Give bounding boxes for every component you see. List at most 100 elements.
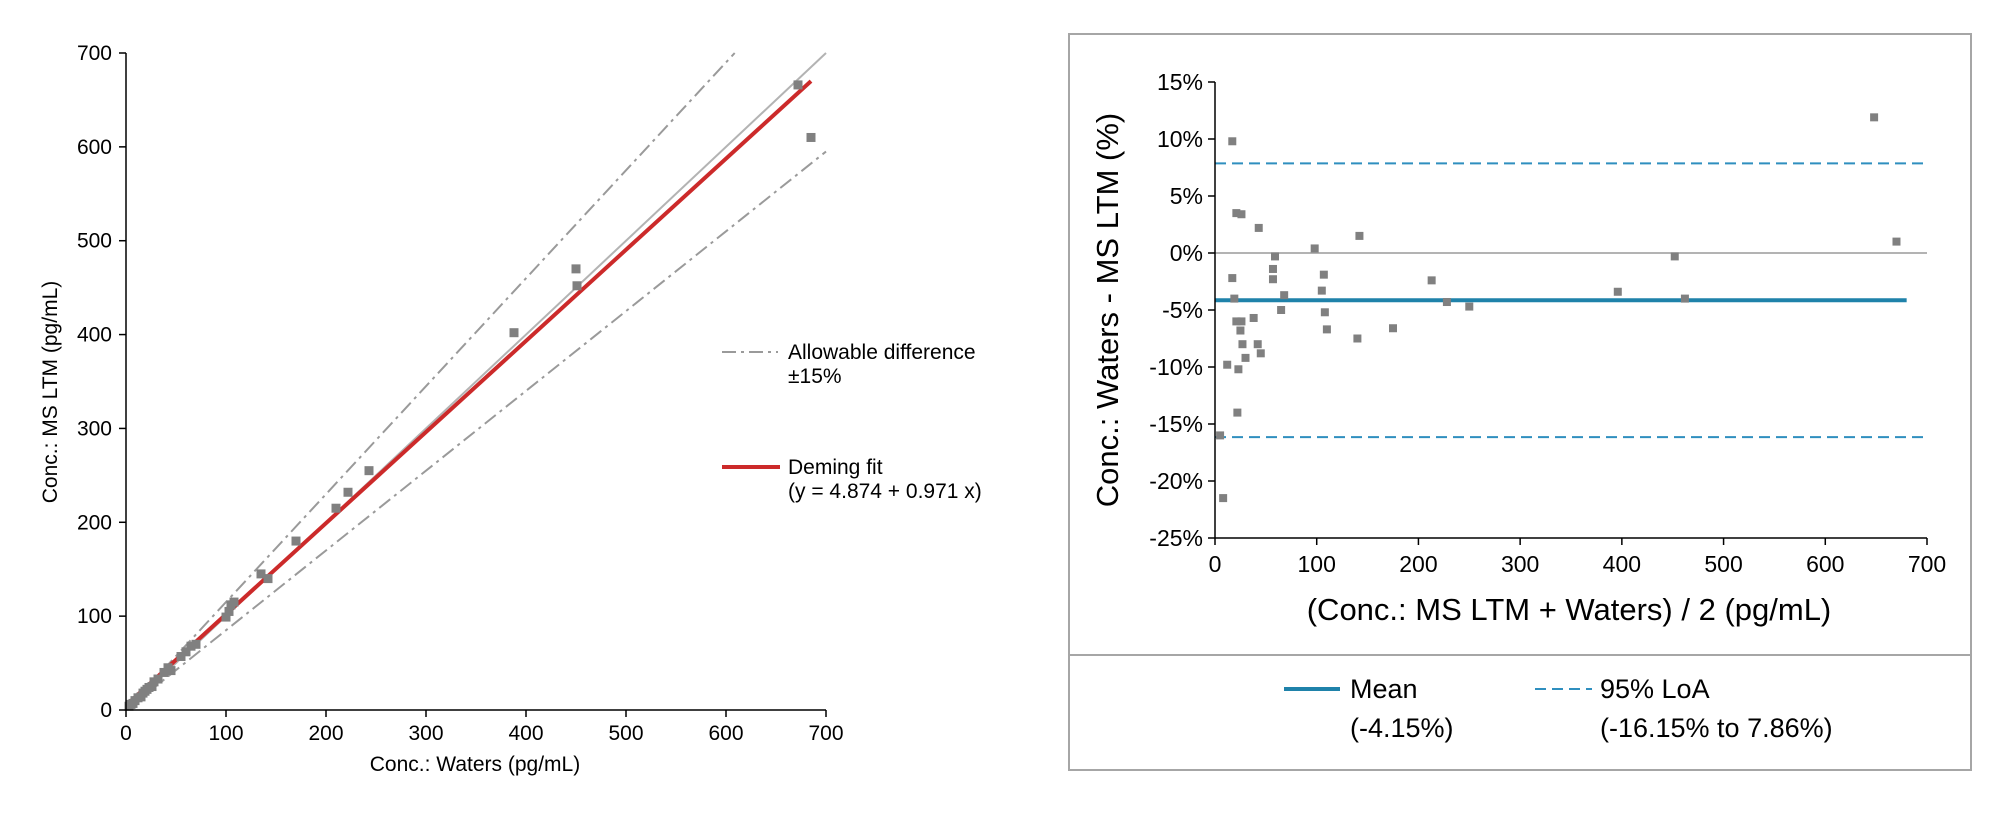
c2-data-point	[1268, 275, 1277, 284]
c2-data-point	[1234, 365, 1243, 374]
c2-y-tick-label: 10%	[1157, 126, 1203, 152]
c2-y-axis-label: Conc.: Waters - MS LTM (%)	[1090, 113, 1125, 507]
c1-x-tick-label: 600	[708, 722, 743, 745]
c2-legend: Mean (-4.15%) 95% LoA (-16.15% to 7.86%)	[1284, 674, 1833, 743]
c2-data-point	[1277, 306, 1286, 314]
c2-x-tick-label: 100	[1298, 551, 1336, 577]
c1-data-point	[166, 666, 176, 676]
c1-x-tick-label: 0	[120, 722, 132, 745]
c2-data-point	[1232, 317, 1241, 326]
c2-legend-mean-sublabel: (-4.15%)	[1350, 713, 1454, 743]
c2-data-point	[1254, 223, 1263, 232]
c2-data-point	[1320, 308, 1329, 317]
c1-x-tick-label: 500	[608, 722, 643, 745]
c2-x-tick-label: 0	[1209, 551, 1222, 577]
c2-y-tick-label: -5%	[1162, 297, 1203, 323]
c1-data-point	[186, 641, 196, 651]
c1-data-point	[159, 667, 169, 677]
c1-legend-allowable-sublabel: ±15%	[788, 365, 842, 388]
c2-legend-loa-label: 95% LoA	[1600, 674, 1710, 704]
c2-frame	[1068, 33, 1972, 771]
c2-x-tick-label: 300	[1501, 551, 1539, 577]
c2-data-point	[1317, 286, 1326, 295]
c1-reference-lines	[124, 52, 827, 711]
c2-y-tick-label: 0%	[1170, 240, 1203, 266]
c2-data-point	[1355, 231, 1364, 240]
c1-x-axis-label: Conc.: Waters (pg/mL)	[370, 753, 580, 776]
c1-data-point	[572, 281, 582, 291]
c2-x-tick-label: 700	[1908, 551, 1946, 577]
c1-x-tick-label: 400	[508, 722, 543, 745]
c2-data-point	[1223, 360, 1232, 369]
c2-reference-lines	[1215, 162, 1927, 439]
c1-x-tick-label: 700	[808, 722, 843, 745]
c1-y-tick-label: 0	[100, 699, 112, 722]
c2-data-points	[1216, 113, 1901, 503]
c1-legend-deming-label: Deming fit	[788, 456, 883, 479]
c1-data-point	[229, 597, 239, 607]
c1-x-ticks: 0 100 200 300 400 500 600 700	[120, 710, 844, 745]
c2-data-point	[1232, 209, 1241, 218]
c2-data-point	[1892, 237, 1901, 246]
c1-data-point	[181, 647, 191, 657]
c1-data-point	[147, 682, 157, 692]
c1-data-point	[291, 536, 301, 546]
c2-data-point	[1228, 274, 1237, 283]
c2-data-point	[1230, 294, 1239, 303]
c1-y-tick-label: 100	[77, 605, 112, 628]
c2-data-point	[1427, 276, 1436, 285]
c2-data-point	[1870, 113, 1879, 122]
c1-y-tick-label: 300	[77, 417, 112, 440]
c2-legend-mean-label: Mean	[1350, 674, 1418, 704]
c1-data-point	[153, 674, 163, 684]
c1-data-point	[793, 80, 803, 90]
c1-y-tick-label: 200	[77, 511, 112, 534]
c2-y-tick-label: 15%	[1157, 69, 1203, 95]
method-comparison-chart: 0 100 200 300 400 500 600 700 0 100 200 300 400 500 6…	[39, 42, 982, 776]
c1-legend: Allowable difference ±15% Deming fit (y …	[722, 341, 982, 503]
c1-data-point	[221, 612, 231, 622]
c1-y-ticks: 0 100 200 300 400 500 600 700	[77, 42, 126, 722]
c2-data-point	[1310, 244, 1319, 253]
c1-allowable-lower-line	[125, 150, 827, 711]
c2-data-point	[1237, 317, 1246, 326]
c1-data-point	[571, 264, 581, 274]
c2-data-point	[1322, 325, 1331, 334]
c1-data-point	[191, 639, 201, 649]
c1-y-axis-label: Conc.: MS LTM (pg/mL)	[39, 281, 62, 504]
c2-data-point	[1465, 302, 1474, 311]
c1-data-point	[343, 487, 353, 497]
c1-data-point	[263, 574, 273, 584]
c2-data-point	[1236, 326, 1245, 335]
c1-data-points	[124, 80, 816, 711]
c2-y-tick-label: -25%	[1149, 525, 1203, 551]
c2-data-point	[1219, 494, 1228, 503]
c1-data-point	[509, 328, 519, 338]
c2-data-point	[1319, 270, 1328, 279]
c1-x-tick-label: 200	[308, 722, 343, 745]
c2-x-tick-label: 500	[1704, 551, 1742, 577]
c2-x-tick-label: 400	[1603, 551, 1641, 577]
c2-y-tick-label: -10%	[1149, 354, 1203, 380]
c1-deming-fit-line	[124, 79, 813, 707]
c2-x-ticks: 0 100 200 300 400 500 600 700	[1209, 538, 1946, 577]
c2-data-point	[1256, 349, 1265, 358]
c2-legend-loa-sublabel: (-16.15% to 7.86%)	[1600, 713, 1833, 743]
c2-data-point	[1280, 291, 1289, 300]
c1-data-point	[806, 132, 816, 142]
c2-x-axis-label: (Conc.: MS LTM + Waters) / 2 (pg/mL)	[1307, 592, 1832, 627]
c1-data-point	[331, 503, 341, 513]
c1-allowable-upper-line	[125, 52, 736, 711]
c2-y-tick-label: -20%	[1149, 468, 1203, 494]
c2-y-tick-label: -15%	[1149, 411, 1203, 437]
c2-data-point	[1238, 340, 1247, 349]
c1-legend-deming-sublabel: (y = 4.874 + 0.971 x)	[788, 480, 982, 503]
c2-data-point	[1680, 294, 1689, 303]
c1-data-point	[364, 466, 374, 476]
c1-x-tick-label: 300	[408, 722, 443, 745]
c2-data-point	[1613, 287, 1622, 296]
c1-y-tick-label: 700	[77, 42, 112, 65]
c1-data-point	[256, 569, 266, 579]
